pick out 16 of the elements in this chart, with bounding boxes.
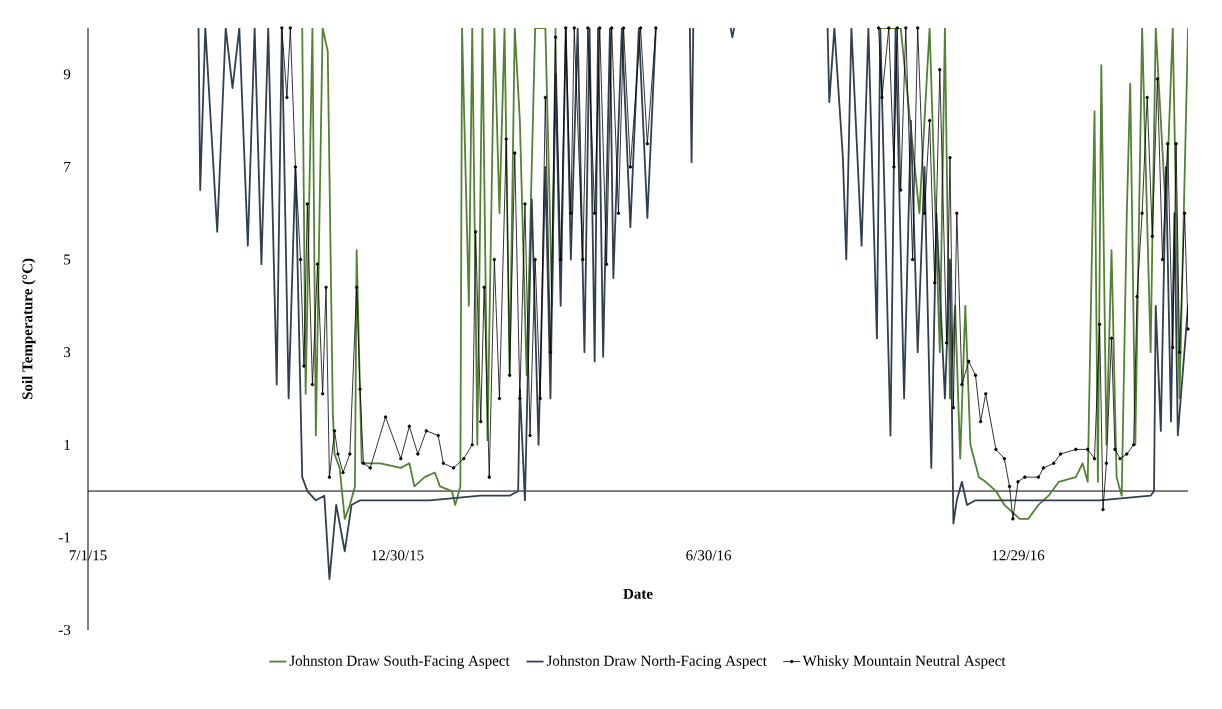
y-tick-label: 5 — [64, 254, 71, 265]
y-tick-label: 9 — [63, 69, 71, 80]
x-tick-label: 12/30/15 — [372, 550, 424, 561]
legend-label: Johnston Draw North-Facing Aspect — [546, 655, 767, 669]
y-tick-label: 3 — [64, 347, 71, 358]
legend-label: Whisky Mountain Neutral Aspect — [802, 655, 1006, 669]
x-tick-label: 12/29/16 — [992, 550, 1045, 561]
y-tick-label: 1 — [64, 439, 70, 450]
x-tick-label: 7/1/15 — [69, 550, 107, 561]
y-tick-label: 7 — [64, 161, 71, 172]
x-axis-title: Date — [623, 588, 653, 599]
y-axis-title: Soil Temperature (°C) — [21, 258, 36, 400]
legend-label: Johnston Draw South-Facing Aspect — [289, 655, 510, 669]
y-tick-label: -3 — [58, 624, 71, 636]
x-tick-label: 6/30/16 — [686, 550, 732, 561]
y-tick-label: -1 — [58, 532, 70, 543]
